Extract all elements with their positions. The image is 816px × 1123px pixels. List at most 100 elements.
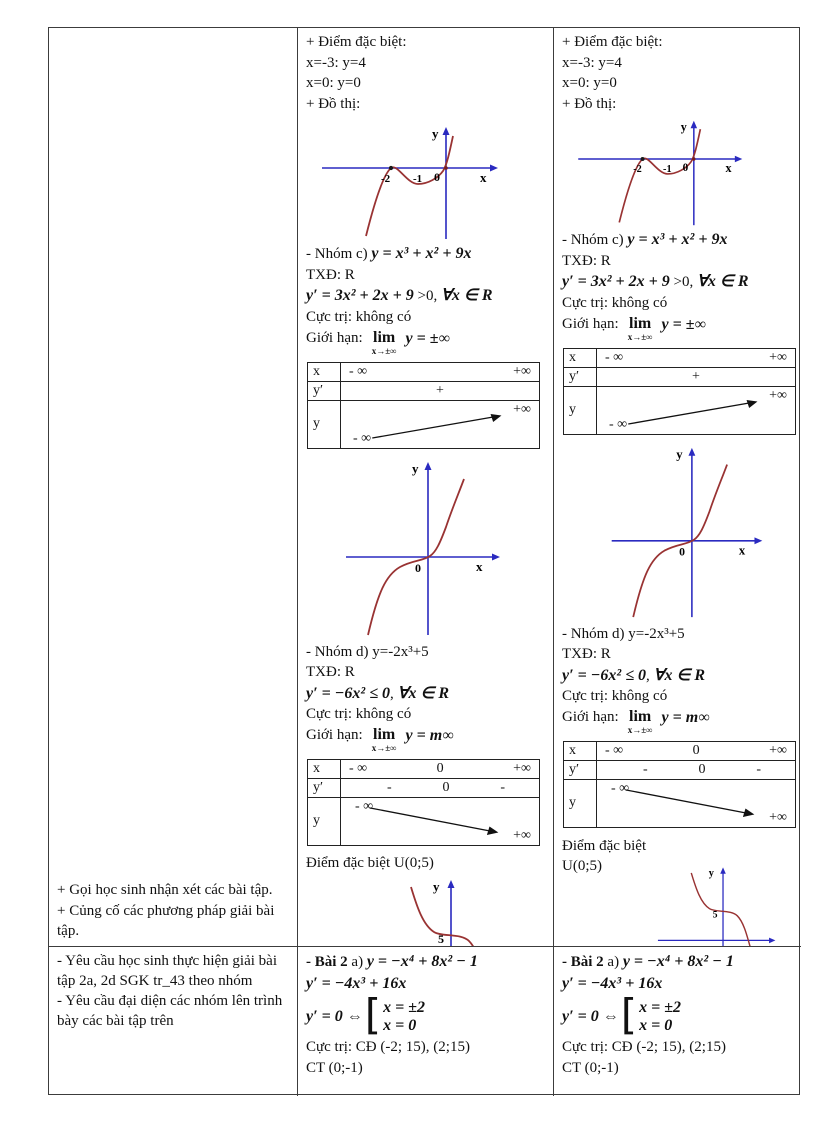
x-minus-inf: - ∞ (605, 742, 624, 758)
txd-line: TXĐ: R (306, 664, 355, 681)
yprime-zero: 0 (698, 761, 706, 777)
limit-line: Giới hạn: lim x→±∞ y = ±∞ (306, 328, 545, 356)
derivative-domain: ∀x ∈ R (653, 666, 706, 684)
point-value: x=0: y=0 (306, 75, 361, 91)
y-axis-label: y (709, 868, 715, 879)
teacher-note-line: + Củng cố các phương pháp giải bài tập. (57, 903, 275, 939)
x-plus-inf: +∞ (513, 363, 531, 379)
variation-table-d: x - ∞ 0 +∞ y′ - 0 - y (563, 740, 796, 828)
y-lower-limit: - ∞ (609, 416, 628, 432)
txd-line: TXĐ: R (562, 252, 611, 269)
derivative-domain: ∀x ∈ R (440, 287, 493, 305)
origin-label: 0 (679, 545, 685, 558)
lim-subscript: x→±∞ (627, 331, 653, 342)
bbt-y-row: y - ∞ +∞ (564, 778, 795, 827)
yprime-sign: + (436, 382, 444, 398)
limit-stack: lim x→±∞ (627, 315, 653, 342)
cell-r1-right: + Điểm đặc biệt: x=-3: y=4 x=0: y=0 + Đồ… (553, 28, 801, 946)
group-d-heading: - Nhóm d) y=-2x³+5 (306, 643, 429, 660)
bbt-header-x: x (564, 741, 597, 760)
decrease-arrow (626, 789, 755, 817)
increase-arrow (628, 399, 758, 425)
yprime-sign-right: - (500, 779, 505, 795)
cell-r2-activities: - Yêu cầu học sinh thực hiện giải bài tậ… (49, 946, 297, 1096)
cell-r2-middle: - Bài 2 a) y = −x⁴ + 8x² − 1 y′ = −4x³ +… (297, 946, 553, 1096)
tick-five: 5 (713, 910, 718, 920)
bbt-header-yprime: y′ (564, 760, 597, 779)
bai2-derivative: y′ = −4x³ + 16x (306, 974, 407, 992)
bbt-yprime-row: y′ + (564, 366, 795, 386)
lim-word: lim (629, 707, 652, 725)
special-points-header: + Điểm đặc biệt: (306, 34, 407, 50)
bai2-case1: x = ±2 (383, 998, 426, 1016)
teacher-note-line: - Yêu cầu đại diện các nhóm lên trình bà… (57, 993, 283, 1029)
x-minus-inf: - ∞ (605, 349, 624, 365)
bai2-part: a) (351, 954, 364, 970)
bbt-yprime-row: y′ + (308, 380, 539, 400)
derivative-sign: >0, (413, 288, 441, 305)
bai2-cuctri: Cực trị: CĐ (-2; 15), (2;15) (306, 1039, 470, 1056)
limit-label: Giới hạn: (306, 726, 363, 743)
cell-r2-right: - Bài 2 a) y = −x⁴ + 8x² − 1 y′ = −4x³ +… (553, 946, 801, 1096)
y-right-limit: +∞ (513, 827, 531, 843)
txd-line: TXĐ: R (562, 646, 611, 663)
group-c-formula: y = x³ + x² + 9x (627, 231, 728, 248)
variation-table-c: x - ∞ +∞ y′ + y (307, 361, 540, 449)
derivative-domain: ∀x ∈ R (397, 684, 450, 702)
x-axis-label: x (764, 943, 770, 946)
derivative-line: y′ = −6x² ≤ 0, ∀x ∈ R (306, 684, 545, 705)
increase-arrow (372, 413, 502, 439)
derivative-line: y′ = −6x² ≤ 0, ∀x ∈ R (562, 666, 793, 687)
three-column-grid: + Gọi học sinh nhận xét các bài tập. + C… (48, 27, 801, 1096)
origin-label: 0 (415, 561, 421, 575)
lim-word: lim (373, 328, 396, 346)
x-axis-label: x (480, 170, 487, 185)
yprime-zero: 0 (442, 779, 450, 795)
y-axis-label: y (433, 879, 440, 894)
bbt-y-row: y - ∞ +∞ (564, 385, 795, 434)
cuctri-line: Cực trị: không có (562, 688, 668, 705)
bai2-derivative: y′ = −4x³ + 16x (562, 974, 663, 992)
origin-label: 0 (683, 162, 689, 174)
bai2-case1: x = ±2 (639, 998, 682, 1016)
limit-line: Giới hạn: lim x→±∞ y = ±∞ (562, 315, 793, 342)
bbt-header-x: x (308, 759, 341, 778)
cuctri-line: Cực trị: không có (306, 309, 412, 326)
bbt-header-y: y (564, 386, 597, 434)
origin-label: 0 (434, 170, 440, 184)
bai2-cuctri: Cực trị: CĐ (-2; 15), (2;15) (562, 1039, 726, 1056)
bbt-x-row: x - ∞ +∞ (564, 348, 795, 367)
tick-minus2: -2 (381, 173, 391, 185)
bai2-formula: y = −x⁴ + 8x² − 1 (622, 953, 734, 970)
y-axis-label: y (681, 120, 687, 134)
variation-table-c: x - ∞ +∞ y′ + y (563, 347, 796, 435)
point-value: x=0: y=0 (562, 75, 617, 91)
txd-line: TXĐ: R (306, 266, 355, 283)
derivative-expr: y′ = 3x² + 2x + 9 (562, 273, 670, 291)
y-upper-limit: +∞ (513, 401, 531, 417)
y-right-limit: +∞ (769, 809, 787, 825)
bai2-ct: CT (0;-1) (562, 1059, 619, 1076)
limit-label: Giới hạn: (306, 329, 363, 346)
point-value: x=-3: y=4 (306, 54, 366, 71)
point-value: x=-3: y=4 (562, 54, 622, 71)
tick-minus1: -1 (413, 173, 422, 185)
lim-subscript: x→±∞ (371, 742, 397, 753)
derivative-sep: , (390, 685, 398, 702)
special-point-line1: Điểm đặc biệt (562, 837, 647, 854)
decrease-arrow (370, 807, 499, 835)
derivative-sign: >0, (669, 274, 697, 291)
bbt-header-yprime: y′ (308, 381, 341, 400)
bai2-condition: y′ = 0 ⇔ (306, 1007, 363, 1025)
cubic-graph-b-part: y x 0 -2 -1 (578, 120, 743, 226)
bai2-heading: - Bài 2 a) y = −x⁴ + 8x² − 1 (562, 952, 793, 973)
limit-value: y = m∞ (405, 726, 454, 744)
special-point-line: Điểm đặc biệt U(0;5) (306, 854, 434, 871)
lim-word: lim (373, 725, 396, 743)
lim-subscript: x→±∞ (371, 345, 397, 356)
bbt-yprime-row: y′ - 0 - (564, 759, 795, 779)
derivative-line: y′ = 3x² + 2x + 9 >0, ∀x ∈ R (306, 286, 545, 307)
bbt-yprime-row: y′ - 0 - (308, 777, 539, 797)
teacher-note-line: + Gọi học sinh nhận xét các bài tập. (57, 881, 273, 898)
bai2-cases: y′ = 0 ⇔ [ x = ±2 x = 0 (562, 993, 793, 1037)
